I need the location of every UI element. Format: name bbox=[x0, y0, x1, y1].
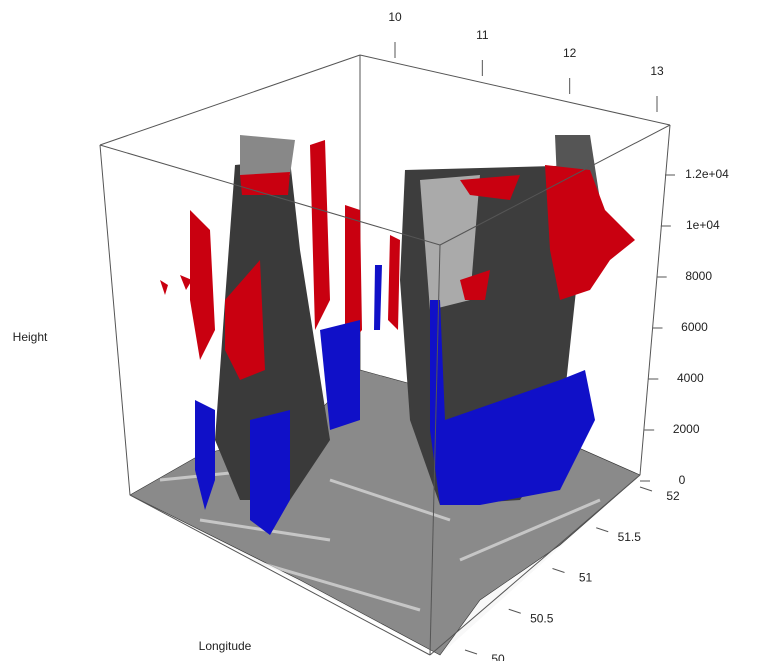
z-tick-label: 8000 bbox=[685, 269, 712, 283]
y-tick-label: 51 bbox=[579, 571, 593, 585]
y-tick bbox=[640, 487, 652, 491]
z-axis-label: Height bbox=[13, 330, 48, 344]
box-edge bbox=[360, 55, 670, 125]
x-tick-label: 12 bbox=[563, 46, 577, 60]
z-tick-label: 1.2e+04 bbox=[685, 167, 729, 181]
y-tick bbox=[465, 650, 477, 654]
box-edge bbox=[100, 145, 130, 495]
x-tick-label: 13 bbox=[650, 64, 664, 78]
y-tick-label: 50 bbox=[491, 652, 505, 661]
x-tick-label: 10 bbox=[388, 10, 402, 24]
y-tick bbox=[553, 569, 565, 573]
z-tick-label: 2000 bbox=[673, 422, 700, 436]
chart: Height Longitude 10 11 12 13 50 50.5 51 51.5 52 0… bbox=[0, 0, 757, 661]
page: Height Longitude 10 11 12 13 50 50.5 51 51.5 52 0… bbox=[0, 0, 757, 661]
scene bbox=[100, 55, 670, 655]
y-tick-label: 50.5 bbox=[530, 611, 554, 625]
y-tick bbox=[596, 528, 608, 532]
box-edge bbox=[100, 55, 360, 145]
z-tick-label: 0 bbox=[679, 473, 686, 487]
y-tick-label: 52 bbox=[666, 489, 680, 503]
z-tick-label: 4000 bbox=[677, 371, 704, 385]
column-top bbox=[240, 135, 295, 175]
box-edge bbox=[640, 125, 670, 475]
z-tick-label: 1e+04 bbox=[686, 218, 720, 232]
y-tick bbox=[509, 609, 521, 613]
y-axis-label: Longitude bbox=[199, 639, 252, 653]
z-tick-label: 6000 bbox=[681, 320, 708, 334]
x-tick-label: 11 bbox=[476, 28, 489, 42]
y-tick-label: 51.5 bbox=[618, 530, 642, 544]
